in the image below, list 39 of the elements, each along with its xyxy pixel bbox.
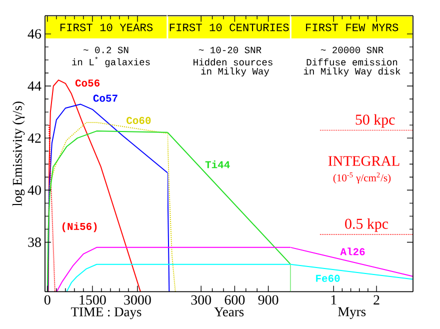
series-label: Co60 (126, 116, 151, 124)
x-tick-label: 2 (374, 295, 380, 304)
annotation: ~ 10-20 SNR (198, 46, 262, 54)
x-axis-title: TIME : Days (71, 307, 142, 320)
y-tick-label: 42 (28, 133, 41, 143)
x-tick-label: 600 (224, 295, 245, 305)
x-axis-title: Years (214, 307, 244, 316)
annotation: in Milky Way (201, 68, 270, 76)
x-tick-label: 3000 (124, 295, 151, 305)
band-label: FIRST 10 CENTURIES (170, 24, 289, 32)
y-tick-label: 40 (28, 185, 41, 195)
annotation: (10$^{-5}$ γ/cm$^{2}$/s) (333, 172, 391, 184)
series-label: Fe60 (316, 274, 340, 282)
y-tick-label: 44 (28, 81, 42, 91)
series-label: Co57 (93, 94, 118, 102)
x-tick-label: 0 (44, 295, 50, 305)
y-axis-title: log Emissivity (γ/s) (12, 102, 25, 206)
annotation: ~ 20000 SNR (320, 46, 384, 54)
annotation: INTEGRAL (328, 156, 400, 166)
series-label: Al26 (340, 248, 365, 256)
y-tick-label: 38 (28, 238, 41, 247)
ref-line-label: 50 kpc (356, 114, 395, 128)
x-tick-label: 900 (258, 295, 278, 305)
annotation: ~ 0.2 SN (84, 46, 128, 54)
x-tick-label: 300 (191, 295, 212, 305)
x-axis-title: Myrs (338, 307, 366, 320)
series-label: (Ni56) (62, 222, 97, 232)
annotation: in Milky Way disk (304, 68, 400, 76)
series-label: Co56 (75, 79, 100, 87)
series-label: Ti44 (205, 160, 230, 168)
band-label: FIRST 10 YEARS (60, 24, 153, 32)
band-label: FIRST FEW MYRS (306, 24, 398, 32)
annotation: Diffuse emission (306, 58, 398, 66)
ref-line-label: 0.5 kpc (345, 218, 388, 232)
y-tick-label: 46 (28, 29, 42, 39)
x-tick-label: 1500 (80, 295, 106, 305)
x-tick-label: 1 (331, 295, 336, 304)
annotation: Hidden sources (194, 58, 272, 66)
annotation: in L$^{*}$ galaxies (72, 56, 150, 68)
